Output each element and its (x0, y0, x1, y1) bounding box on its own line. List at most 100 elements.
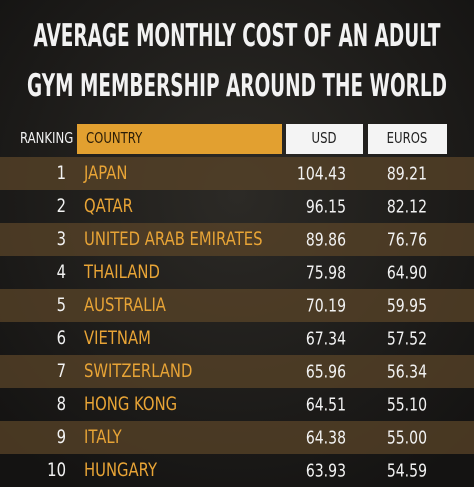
country-group: HUNGARY (84, 459, 158, 481)
usd-group: 64.38 (306, 427, 346, 448)
usd: 89.86 (306, 229, 346, 250)
rank-group: 8 (57, 393, 66, 415)
rank: 10 (47, 459, 66, 481)
country: VIETNAM (84, 327, 151, 349)
country: AUSTRALIA (84, 294, 166, 316)
rank: 3 (57, 228, 66, 250)
euros: 56.34 (387, 361, 427, 382)
euros: 64.90 (387, 262, 427, 283)
country-group: THAILAND (83, 261, 160, 283)
euros-group: 56.34 (387, 361, 427, 382)
row-stripe (0, 355, 474, 388)
row-stripe (0, 223, 474, 256)
row-stripe (0, 421, 474, 454)
rank-group: 10 (47, 459, 66, 481)
usd: 96.15 (306, 196, 346, 217)
usd: 64.38 (306, 427, 346, 448)
column-header-group: EUROS (387, 131, 428, 148)
country-header-box (77, 124, 282, 154)
usd: 64.51 (306, 394, 346, 415)
rank: 6 (57, 327, 66, 349)
usd-group: 64.51 (306, 394, 346, 415)
rank-group: 1 (57, 162, 66, 184)
euros: 59.95 (387, 295, 427, 316)
euros-group: 55.00 (387, 427, 427, 448)
usd-group: 89.86 (306, 229, 346, 250)
country-group: QATAR (84, 195, 133, 217)
country-group: ITALY (84, 426, 122, 448)
euros: 54.59 (387, 460, 427, 481)
euros-header-box (368, 124, 447, 154)
column-header: COUNTRY (86, 131, 143, 148)
country-group: AUSTRALIA (84, 294, 166, 316)
rank: 5 (57, 294, 66, 316)
euros-group: 76.76 (387, 229, 427, 250)
column-header: RANKING (20, 131, 73, 148)
euros-group: 82.12 (387, 196, 427, 217)
rank-group: 7 (57, 360, 66, 382)
euros: 55.10 (387, 394, 427, 415)
column-header-group: USD (312, 131, 337, 148)
euros-group: 57.52 (387, 328, 427, 349)
rank-group: 2 (57, 195, 66, 217)
usd: 67.34 (306, 328, 346, 349)
country: UNITED ARAB EMIRATES (84, 228, 262, 250)
usd-group: 65.96 (306, 361, 346, 382)
row-stripe (0, 157, 474, 190)
usd: 63.93 (306, 460, 346, 481)
column-header-group: RANKING (20, 131, 73, 148)
usd-group: 104.43 (297, 163, 346, 184)
title-line: AVERAGE MONTHLY COST OF AN ADULT (34, 18, 441, 54)
euros: 76.76 (387, 229, 427, 250)
usd-group: 96.15 (306, 196, 346, 217)
usd: 104.43 (297, 163, 346, 184)
rank-group: 4 (57, 261, 66, 283)
country: SWITZERLAND (84, 360, 192, 382)
rank-group: 6 (57, 327, 66, 349)
euros-group: 64.90 (387, 262, 427, 283)
euros-group: 89.21 (387, 163, 427, 184)
country: JAPAN (83, 162, 127, 184)
column-header: EUROS (387, 131, 428, 148)
usd-group: 70.19 (306, 295, 346, 316)
euros-group: 55.10 (387, 394, 427, 415)
euros: 89.21 (387, 163, 427, 184)
rank-group: 9 (57, 426, 66, 448)
country-group: HONG KONG (84, 393, 177, 415)
column-header-group: COUNTRY (86, 131, 143, 148)
rank: 9 (57, 426, 66, 448)
country: HONG KONG (84, 393, 177, 415)
usd: 70.19 (306, 295, 346, 316)
euros: 57.52 (387, 328, 427, 349)
rank: 2 (57, 195, 66, 217)
country-group: VIETNAM (84, 327, 151, 349)
rank: 1 (57, 162, 66, 184)
euros-group: 54.59 (387, 460, 427, 481)
euros: 55.00 (387, 427, 427, 448)
rank-group: 5 (57, 294, 66, 316)
usd-group: 63.93 (306, 460, 346, 481)
euros-group: 59.95 (387, 295, 427, 316)
usd: 75.98 (306, 262, 346, 283)
country-group: JAPAN (83, 162, 127, 184)
country: THAILAND (83, 261, 160, 283)
usd-group: 75.98 (306, 262, 346, 283)
euros: 82.12 (387, 196, 427, 217)
country: ITALY (84, 426, 122, 448)
rank: 8 (57, 393, 66, 415)
usd-group: 67.34 (306, 328, 346, 349)
country: QATAR (84, 195, 133, 217)
usd: 65.96 (306, 361, 346, 382)
country-group: SWITZERLAND (84, 360, 192, 382)
rank-group: 3 (57, 228, 66, 250)
rank: 4 (57, 261, 66, 283)
country: HUNGARY (84, 459, 158, 481)
usd-header-box (286, 124, 363, 154)
rank: 7 (57, 360, 66, 382)
row-stripe (0, 289, 474, 322)
country-group: UNITED ARAB EMIRATES (84, 228, 262, 250)
column-header: USD (312, 131, 337, 148)
title-line: GYM MEMBERSHIP AROUND THE WORLD (27, 68, 447, 104)
